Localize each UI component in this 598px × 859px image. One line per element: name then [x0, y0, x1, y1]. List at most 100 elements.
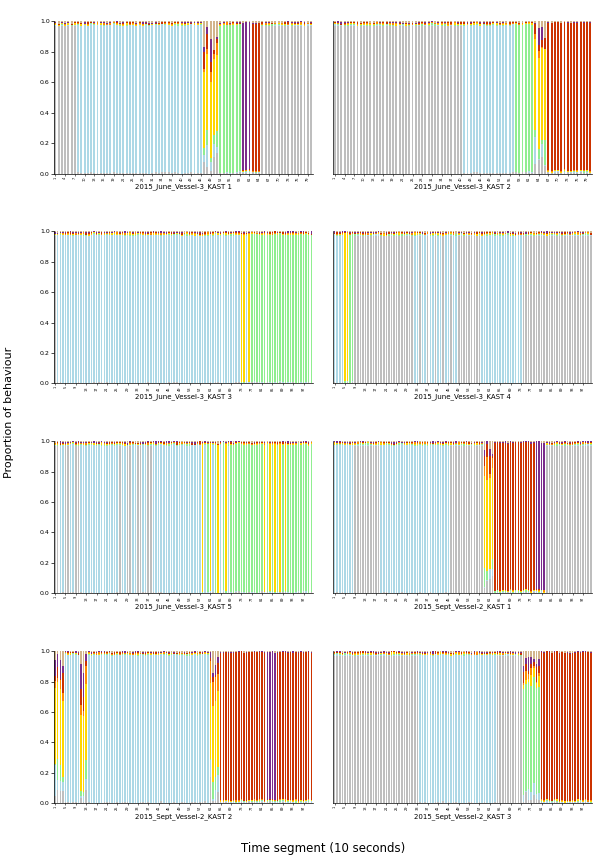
Bar [72, 235, 74, 383]
Bar [512, 442, 514, 590]
Bar [572, 231, 573, 232]
Bar [334, 442, 335, 443]
Bar [535, 137, 536, 164]
Bar [486, 233, 488, 234]
Bar [90, 234, 92, 235]
Bar [554, 802, 556, 803]
Bar [184, 21, 186, 22]
Bar [339, 234, 340, 235]
Bar [569, 654, 571, 801]
Bar [209, 652, 211, 658]
Bar [109, 234, 110, 235]
Bar [402, 21, 404, 23]
Bar [217, 657, 219, 663]
Bar [393, 233, 395, 234]
Bar [173, 444, 175, 592]
Bar [87, 26, 89, 174]
Bar [197, 235, 198, 382]
Bar [538, 149, 539, 160]
Bar [137, 446, 139, 594]
Bar [57, 446, 59, 594]
Bar [567, 444, 568, 445]
Bar [158, 654, 160, 655]
Bar [525, 590, 527, 592]
Bar [246, 442, 248, 443]
Bar [96, 25, 99, 173]
Bar [173, 653, 175, 654]
Bar [222, 442, 224, 590]
Bar [435, 236, 437, 383]
Bar [471, 655, 472, 802]
Bar [199, 232, 201, 233]
Bar [341, 651, 343, 653]
Bar [158, 25, 160, 173]
Bar [572, 802, 573, 803]
Bar [512, 172, 514, 174]
Bar [106, 444, 108, 445]
Bar [502, 26, 504, 174]
Bar [303, 653, 304, 654]
Bar [203, 155, 205, 162]
Bar [202, 652, 203, 653]
Bar [267, 652, 268, 800]
Bar [528, 24, 530, 171]
Bar [357, 653, 359, 654]
Bar [197, 653, 198, 654]
Bar [114, 446, 115, 594]
Bar [236, 444, 237, 592]
Bar [57, 235, 59, 382]
Bar [93, 651, 94, 652]
Bar [463, 22, 465, 23]
Bar [353, 23, 355, 24]
Bar [152, 445, 154, 593]
Bar [453, 235, 454, 383]
Bar [341, 443, 343, 444]
Bar [421, 22, 423, 23]
Bar [383, 26, 385, 174]
Bar [530, 234, 532, 235]
Bar [209, 758, 211, 760]
Bar [160, 231, 162, 233]
Bar [189, 443, 190, 446]
Bar [308, 443, 310, 445]
Bar [425, 444, 426, 445]
Bar [478, 236, 480, 383]
Bar [220, 653, 221, 801]
Bar [292, 382, 294, 383]
Bar [254, 234, 255, 381]
Bar [375, 446, 377, 594]
Bar [229, 24, 231, 25]
Bar [497, 231, 498, 233]
Bar [62, 673, 63, 693]
Bar [217, 651, 219, 657]
Bar [101, 654, 102, 655]
Bar [425, 655, 426, 802]
Bar [544, 38, 546, 48]
Bar [279, 232, 281, 233]
Bar [155, 654, 157, 655]
Bar [187, 233, 188, 235]
Bar [114, 235, 115, 382]
Bar [422, 444, 423, 445]
Bar [285, 801, 286, 802]
Bar [443, 233, 444, 234]
Bar [155, 22, 157, 23]
Bar [189, 654, 190, 655]
Bar [271, 442, 273, 443]
Bar [492, 655, 493, 802]
Bar [228, 232, 229, 234]
Bar [365, 653, 367, 654]
Bar [357, 236, 359, 383]
Bar [486, 457, 488, 479]
Bar [277, 21, 280, 22]
Bar [536, 592, 537, 593]
Bar [499, 443, 501, 591]
Bar [189, 655, 190, 803]
Bar [386, 236, 387, 383]
Bar [515, 231, 517, 233]
Bar [205, 235, 206, 383]
Bar [205, 654, 206, 801]
Bar [525, 23, 527, 24]
Bar [530, 657, 532, 664]
Bar [577, 234, 578, 235]
